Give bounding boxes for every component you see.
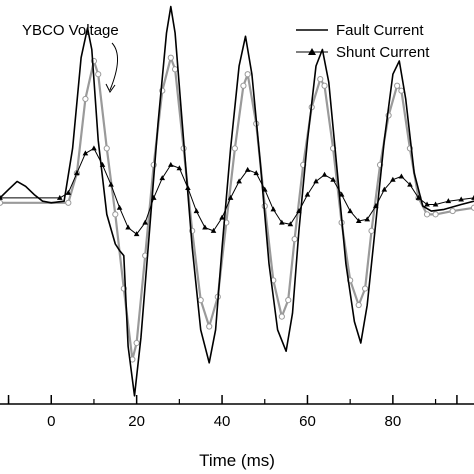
- shunt-point-11: [142, 219, 148, 225]
- x-tick-label-0: 0: [47, 413, 55, 430]
- voltage-point-40: [368, 227, 375, 234]
- series-shunt-current: [0, 145, 474, 237]
- voltage-point-3: [82, 95, 89, 103]
- shunt-point-45: [432, 201, 439, 207]
- voltage-point-30: [291, 236, 298, 243]
- shunt-point-41: [398, 173, 405, 179]
- shunt-point-18: [202, 224, 208, 230]
- shunt-point-46: [445, 198, 452, 204]
- series-line-fault-current: [0, 5, 474, 397]
- shunt-point-39: [381, 186, 388, 192]
- shunt-point-33: [330, 176, 336, 182]
- shunt-point-37: [364, 216, 371, 222]
- shunt-point-1: [56, 194, 63, 200]
- series-line-ybco-voltage: [0, 56, 474, 361]
- annotation-arrowhead: [105, 83, 116, 93]
- x-tick-label-80: 80: [385, 413, 402, 430]
- voltage-point-14: [167, 54, 174, 61]
- shunt-point-4: [82, 150, 89, 156]
- voltage-point-10: [133, 339, 140, 347]
- legend-label-shunt-current: Shunt Current: [336, 44, 430, 61]
- shunt-point-40: [390, 176, 396, 182]
- voltage-point-18: [197, 297, 204, 304]
- shunt-point-17: [193, 208, 200, 214]
- series-ybco-voltage: [0, 54, 474, 363]
- x-tick-label-60: 60: [299, 413, 316, 430]
- voltage-point-47: [423, 211, 431, 218]
- shunt-point-21: [227, 194, 234, 200]
- voltage-point-19: [206, 323, 213, 330]
- shunt-point-14: [168, 161, 174, 167]
- voltage-point-15: [171, 66, 179, 73]
- x-axis-label: Time (ms): [199, 451, 275, 470]
- shunt-point-30: [304, 191, 311, 197]
- shunt-point-8: [116, 204, 123, 210]
- shunt-point-2: [65, 189, 72, 195]
- voltage-point-29: [285, 297, 292, 304]
- shunt-point-19: [210, 227, 217, 233]
- voltage-point-33: [317, 76, 324, 83]
- shunt-point-7: [108, 181, 114, 187]
- shunt-point-32: [321, 171, 328, 177]
- annotation-ybco-voltage: YBCO Voltage: [22, 22, 119, 39]
- axes-layer: 0 20 40 60 80: [0, 395, 474, 430]
- voltage-point-1: [65, 199, 72, 206]
- shunt-point-31: [313, 178, 319, 184]
- shunt-point-44: [424, 201, 430, 207]
- shunt-point-13: [159, 175, 166, 181]
- voltage-point-28: [278, 313, 285, 320]
- voltage-point-38: [355, 301, 362, 309]
- shunt-point-10: [133, 231, 140, 237]
- shunt-point-5: [91, 145, 97, 151]
- shunt-point-24: [253, 170, 260, 176]
- voltage-point-34: [321, 82, 328, 89]
- voltage-point-7: [112, 211, 119, 218]
- voltage-point-23: [240, 82, 247, 89]
- shunt-point-36: [355, 217, 362, 223]
- shunt-point-26: [270, 206, 277, 212]
- voltage-point-39: [362, 285, 369, 292]
- shunt-point-15: [176, 165, 183, 171]
- voltage-point-0: [0, 199, 4, 206]
- voltage-point-43: [394, 82, 401, 89]
- shunt-point-22: [236, 178, 242, 184]
- x-tick-label-20: 20: [128, 413, 145, 430]
- voltage-point-49: [449, 207, 456, 215]
- shunt-point-43: [415, 194, 422, 200]
- voltage-point-6: [103, 145, 110, 152]
- shunt-point-28: [287, 221, 294, 227]
- legend: Fault Current Shunt Current: [296, 22, 430, 61]
- legend-label-fault-current: Fault Current: [336, 22, 424, 39]
- annotation-arrow: [109, 42, 118, 91]
- voltage-point-24: [244, 71, 251, 78]
- shunt-point-27: [279, 219, 285, 225]
- shunt-point-23: [244, 166, 251, 172]
- series-layer: [0, 5, 474, 397]
- voltage-point-48: [432, 211, 439, 218]
- shunt-point-20: [219, 214, 225, 220]
- shunt-point-42: [407, 181, 413, 187]
- voltage-point-5: [95, 71, 102, 78]
- shunt-point-47: [458, 196, 464, 202]
- shunt-point-48: [471, 194, 474, 200]
- voltage-point-22: [231, 145, 238, 152]
- series-fault-current: [0, 5, 474, 397]
- x-tick-label-40: 40: [214, 413, 231, 430]
- shunt-point-3: [74, 170, 80, 176]
- shunt-point-9: [125, 224, 131, 230]
- legend-marker-shunt-current: [308, 48, 316, 55]
- shunt-point-35: [347, 208, 353, 214]
